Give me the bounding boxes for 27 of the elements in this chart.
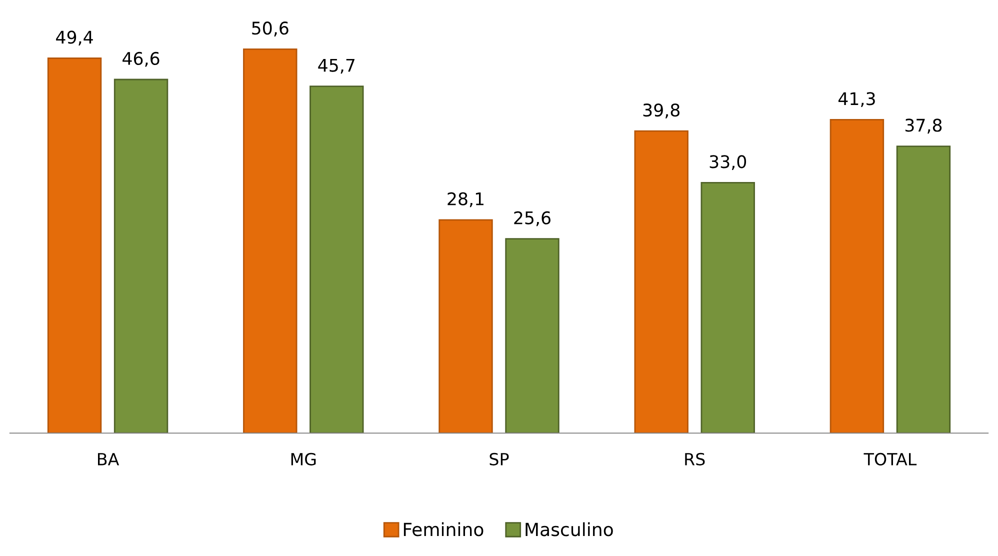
data-label: 49,4: [56, 30, 93, 46]
data-label: 25,6: [514, 211, 550, 226]
data-label: 37,8: [905, 118, 942, 134]
bar: [310, 86, 364, 434]
bar: [114, 78, 168, 434]
data-label: 50,6: [252, 22, 288, 36]
data-label: 41,3: [838, 92, 875, 108]
data-label: 46,6: [122, 52, 160, 67]
bar: [830, 119, 884, 434]
data-label: 28,1: [448, 192, 484, 208]
data-label: 33,0: [710, 155, 746, 170]
x-tick-label: TOTAL: [864, 452, 917, 466]
bar: [505, 238, 560, 434]
bar: [47, 58, 102, 434]
x-tick-label: MG: [291, 452, 316, 466]
legend-label: Masculino: [526, 522, 613, 536]
x-tick-label: SP: [490, 452, 509, 466]
bar: [634, 130, 688, 434]
x-tick-label: RS: [685, 452, 705, 466]
bar: [243, 48, 298, 434]
data-label: 45,7: [318, 58, 354, 74]
legend-label: Feminino: [404, 522, 484, 536]
data-label: 39,8: [643, 103, 680, 118]
bar: [896, 146, 951, 434]
x-tick-label: BA: [98, 453, 120, 466]
bar: [700, 182, 755, 434]
bar: [438, 219, 493, 434]
